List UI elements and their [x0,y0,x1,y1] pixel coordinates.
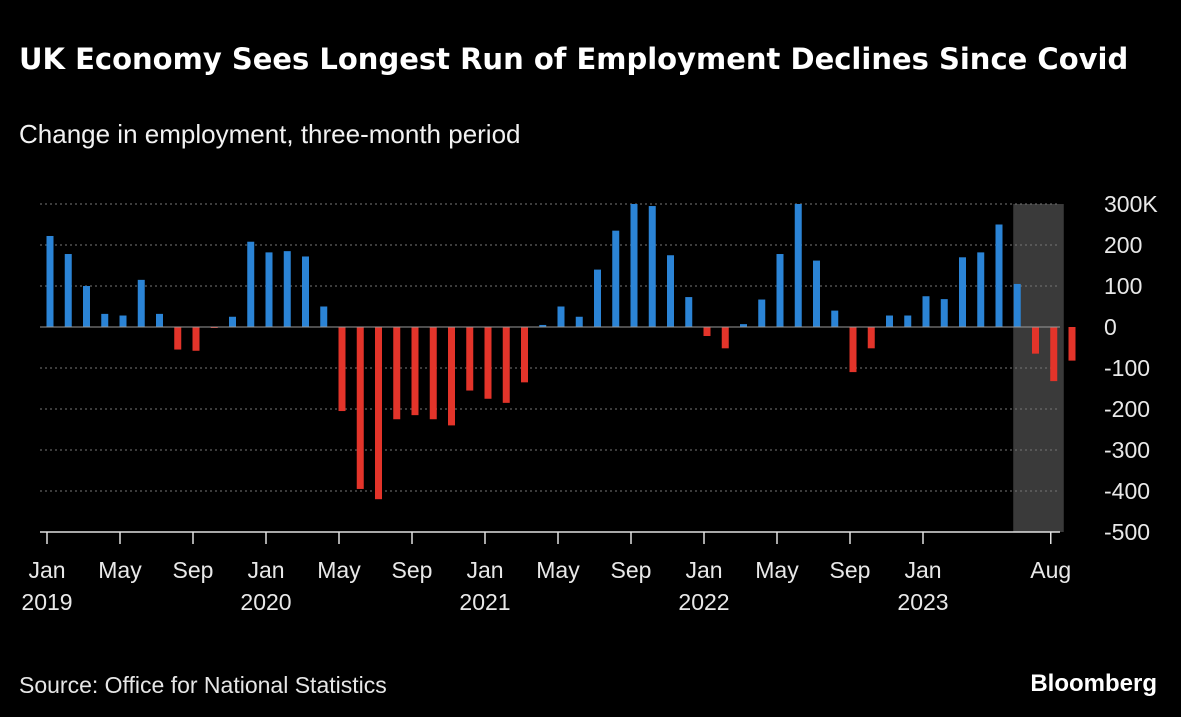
bar [521,327,528,383]
bar [502,327,510,403]
bar [867,327,875,349]
x-tick-year: 2019 [21,589,72,615]
bloomberg-logo: Bloomberg [1030,670,1157,697]
bar [448,327,455,426]
chart-subtitle: Change in employment, three-month period [19,119,521,149]
y-tick-label: -400 [1104,478,1150,504]
x-tick-label: Sep [830,557,871,583]
bar [813,260,820,327]
bar [667,255,674,327]
bar [466,327,474,391]
bar [849,327,857,373]
bar [375,327,382,500]
bar [156,313,163,327]
bar [740,324,747,327]
bar [192,327,200,351]
x-tick-year: 2023 [897,589,948,615]
y-tick-label: 0 [1104,314,1117,340]
bar [959,257,966,327]
bars [46,204,1076,500]
bar [484,327,492,399]
bar [977,252,985,327]
x-tick-label: Jan [28,557,65,583]
bar [247,241,255,327]
bar [302,256,309,327]
bar [229,316,236,327]
y-axis-labels: 300K 200 100 0 -100 -200 -300 -400 -500 [1104,191,1158,545]
y-tick-label: -200 [1104,396,1150,422]
bar [794,204,802,327]
bar [594,269,601,327]
bar [886,315,893,327]
gridlines [40,203,1060,492]
bar [940,299,948,327]
bar [685,297,693,327]
bar [83,286,90,327]
x-tick-year: 2020 [240,589,291,615]
x-tick-year: 2022 [678,589,729,615]
bar [1013,283,1021,327]
bar [1032,327,1039,354]
bar [137,279,145,327]
x-tick-label: May [755,557,799,583]
x-axis-ticks: Jan 2019 May Sep Jan 2020 May Sep Jan 2021 May Sep J… [21,532,1071,615]
x-tick-label: Jan [685,557,722,583]
bar [630,204,638,327]
bar [612,230,620,327]
bar [283,251,291,327]
bar [758,299,766,327]
bar [539,324,547,327]
bar [101,313,109,327]
bar [557,306,565,327]
bar [922,296,930,327]
bar [338,327,346,412]
bar [648,206,656,327]
y-tick-label: -100 [1104,355,1150,381]
y-tick-label: 300K [1104,191,1158,217]
bar [393,327,401,420]
bar [831,310,839,327]
x-tick-label: Aug [1030,557,1071,583]
x-tick-label: May [317,557,361,583]
bar [703,327,711,337]
bar [776,254,784,327]
y-tick-label: -500 [1104,519,1150,545]
bar [721,327,729,349]
source-note: Source: Office for National Statistics [19,672,387,698]
x-tick-label: Sep [392,557,433,583]
bar [265,252,273,327]
bar [1050,327,1058,382]
x-tick-label: May [536,557,580,583]
bar [119,315,127,327]
x-tick-label: Jan [247,557,284,583]
bar [904,315,912,327]
x-tick-label: May [98,557,142,583]
bar [1068,327,1076,361]
x-tick-year: 2021 [459,589,510,615]
bar [64,254,72,327]
bar [429,327,437,420]
bar [320,306,328,327]
x-tick-label: Sep [611,557,652,583]
x-tick-label: Sep [173,557,214,583]
bar [411,327,419,416]
y-tick-label: 100 [1104,273,1142,299]
y-tick-label: -300 [1104,437,1150,463]
bar [356,327,364,489]
chart-title: UK Economy Sees Longest Run of Employmen… [19,42,1129,76]
bar [995,224,1003,327]
x-tick-label: Jan [466,557,503,583]
bar [174,327,182,350]
bar [46,235,54,327]
x-tick-label: Jan [904,557,941,583]
bar [575,316,583,327]
y-tick-label: 200 [1104,232,1142,258]
